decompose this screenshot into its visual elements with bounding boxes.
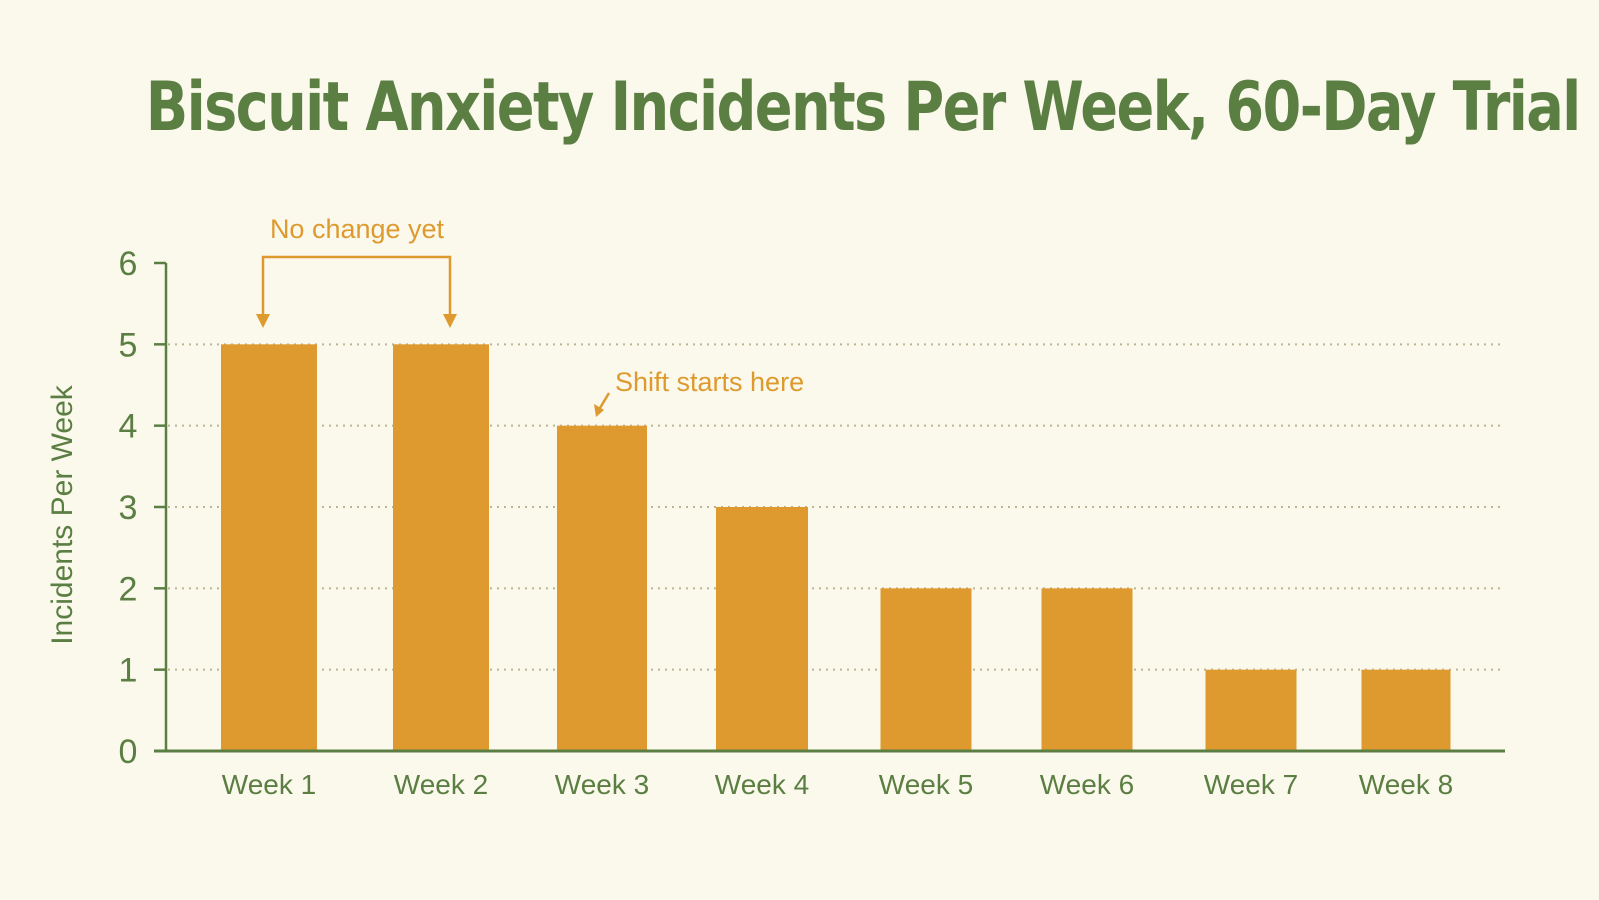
bar-week-3 — [557, 425, 647, 751]
x-label-week-7: Week 7 — [1204, 769, 1298, 800]
y-tick-label-1: 1 — [119, 652, 138, 690]
annotation-no-change-yet: No change yet — [270, 214, 445, 244]
x-label-week-8: Week 8 — [1359, 769, 1453, 800]
bar-week-8 — [1361, 669, 1451, 751]
bar-week-1 — [221, 344, 317, 751]
x-category-labels: Week 1 Week 2 Week 3 Week 4 Week 5 Week 6 Week… — [222, 769, 1453, 800]
annotation-arrow-line — [598, 392, 611, 409]
x-label-week-3: Week 3 — [555, 769, 649, 800]
bar-week-4 — [716, 507, 808, 751]
y-tick-labels: 0 1 2 3 4 5 6 — [119, 245, 138, 771]
y-tick-label-0: 0 — [119, 733, 138, 771]
x-label-week-6: Week 6 — [1040, 769, 1134, 800]
gridlines — [168, 343, 1500, 671]
x-label-week-1: Week 1 — [222, 769, 316, 800]
annotations: No change yet Shift starts here — [256, 214, 804, 417]
bar-week-7 — [1205, 669, 1297, 751]
annotation-bracket — [261, 255, 452, 322]
y-tick-label-3: 3 — [119, 489, 138, 527]
y-tick-label-4: 4 — [119, 408, 138, 446]
annotation-arrowhead-week-1 — [256, 314, 270, 328]
x-label-week-5: Week 5 — [879, 769, 973, 800]
y-tick-label-2: 2 — [119, 570, 138, 608]
bar-week-5 — [880, 588, 972, 751]
bar-week-2 — [393, 344, 489, 751]
y-tick-label-5: 5 — [119, 326, 138, 364]
annotation-shift-starts-here: Shift starts here — [615, 367, 804, 397]
axes — [154, 261, 1505, 753]
y-tick-label-6: 6 — [119, 245, 138, 283]
x-label-week-4: Week 4 — [715, 769, 809, 800]
x-label-week-2: Week 2 — [394, 769, 488, 800]
bars — [221, 344, 1451, 751]
bar-week-6 — [1041, 588, 1133, 751]
annotation-arrowhead-week-2 — [443, 314, 457, 328]
y-axis-label: Incidents Per Week — [46, 384, 79, 645]
chart-title: Biscuit Anxiety Incidents Per Week, 60-D… — [145, 68, 1581, 147]
annotation-arrowhead-week-3 — [594, 404, 604, 417]
